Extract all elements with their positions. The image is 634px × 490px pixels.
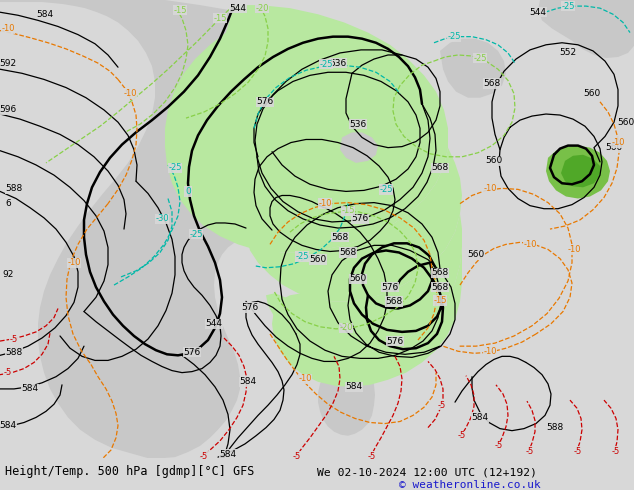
Text: -5: -5 <box>368 452 376 461</box>
Text: 544: 544 <box>205 319 223 328</box>
Text: -25: -25 <box>320 60 333 69</box>
Text: 584: 584 <box>22 385 39 393</box>
Text: 560: 560 <box>618 118 634 127</box>
Polygon shape <box>272 246 462 387</box>
Text: -5: -5 <box>495 441 503 450</box>
Text: 576: 576 <box>386 337 404 345</box>
Text: © weatheronline.co.uk: © weatheronline.co.uk <box>399 480 541 490</box>
Polygon shape <box>165 5 448 252</box>
Text: -10: -10 <box>483 347 497 356</box>
Text: 596: 596 <box>0 105 16 115</box>
Text: -20: -20 <box>339 323 353 332</box>
Text: 576: 576 <box>242 303 259 312</box>
Text: 568: 568 <box>431 164 449 172</box>
Text: -5: -5 <box>612 446 620 456</box>
Text: 560: 560 <box>349 274 366 283</box>
Text: -5: -5 <box>458 431 466 440</box>
Text: -25: -25 <box>379 185 392 194</box>
Text: -10: -10 <box>1 24 15 33</box>
Polygon shape <box>440 39 506 98</box>
Text: 576: 576 <box>382 283 399 292</box>
Text: 584: 584 <box>36 10 53 19</box>
Text: -15: -15 <box>213 14 227 23</box>
Text: -10: -10 <box>318 199 332 208</box>
Polygon shape <box>318 351 375 436</box>
Text: 0: 0 <box>185 187 191 196</box>
Text: 568: 568 <box>431 283 449 292</box>
Text: 588: 588 <box>5 348 23 357</box>
Polygon shape <box>266 214 462 354</box>
Text: 560: 560 <box>309 255 327 264</box>
Text: 584: 584 <box>219 450 236 459</box>
Text: Height/Temp. 500 hPa [gdmp][°C] GFS: Height/Temp. 500 hPa [gdmp][°C] GFS <box>5 466 254 478</box>
Text: 544: 544 <box>529 8 547 17</box>
Text: -10: -10 <box>298 374 312 383</box>
Polygon shape <box>0 0 370 458</box>
Polygon shape <box>561 155 600 187</box>
Text: -25: -25 <box>561 1 575 11</box>
Text: 576: 576 <box>256 98 274 106</box>
Text: 588: 588 <box>547 423 564 432</box>
Text: -5: -5 <box>4 368 12 377</box>
Polygon shape <box>248 147 462 301</box>
Text: 584: 584 <box>472 413 489 422</box>
Text: 588: 588 <box>5 184 23 193</box>
Text: -5: -5 <box>200 452 208 461</box>
Text: 592: 592 <box>0 59 16 68</box>
Text: 92: 92 <box>3 270 14 279</box>
Text: 536: 536 <box>349 120 366 129</box>
Text: -15: -15 <box>173 6 187 15</box>
Text: 576: 576 <box>351 215 368 223</box>
Text: 568: 568 <box>332 233 349 242</box>
Text: 568: 568 <box>483 79 501 88</box>
Text: We 02-10-2024 12:00 UTC (12+192): We 02-10-2024 12:00 UTC (12+192) <box>317 467 537 477</box>
Text: 552: 552 <box>559 49 576 57</box>
Text: 560: 560 <box>486 156 503 165</box>
Text: 568: 568 <box>339 248 356 257</box>
Polygon shape <box>546 146 610 198</box>
Text: -5: -5 <box>10 335 18 343</box>
Text: -10: -10 <box>523 240 537 249</box>
Text: -20: -20 <box>256 3 269 13</box>
Text: -10: -10 <box>483 184 497 193</box>
Text: 560: 560 <box>583 89 600 98</box>
Text: -10: -10 <box>67 258 81 267</box>
Text: -5: -5 <box>293 452 301 461</box>
Text: 584: 584 <box>346 382 363 392</box>
Text: -10: -10 <box>611 138 624 147</box>
Text: -30: -30 <box>155 215 169 223</box>
Text: -25: -25 <box>473 53 487 63</box>
Text: 560: 560 <box>605 143 623 152</box>
Text: 568: 568 <box>385 297 403 306</box>
Text: -25: -25 <box>295 252 309 261</box>
Text: 576: 576 <box>183 348 200 357</box>
Text: -5: -5 <box>526 446 534 456</box>
Text: -15: -15 <box>433 296 447 305</box>
Text: 560: 560 <box>467 250 484 259</box>
Text: 584: 584 <box>0 421 16 430</box>
Text: -5: -5 <box>438 401 446 410</box>
Text: -10: -10 <box>567 245 581 254</box>
Text: -25: -25 <box>190 230 203 239</box>
Text: -25: -25 <box>447 32 461 41</box>
Text: -5: -5 <box>574 446 582 456</box>
Text: 536: 536 <box>330 59 347 68</box>
Text: 584: 584 <box>240 377 257 386</box>
Text: -10: -10 <box>123 89 137 98</box>
Text: 568: 568 <box>431 269 449 277</box>
Text: -25: -25 <box>168 164 182 172</box>
Text: 6: 6 <box>5 199 11 208</box>
Polygon shape <box>340 132 378 163</box>
Polygon shape <box>538 0 634 58</box>
Text: 544: 544 <box>230 3 247 13</box>
Text: -15: -15 <box>341 206 355 215</box>
